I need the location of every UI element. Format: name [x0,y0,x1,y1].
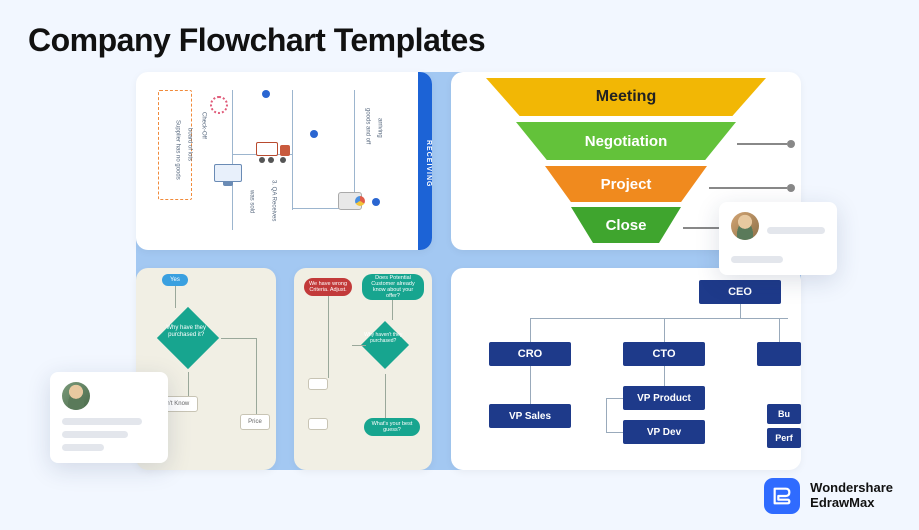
brand-footer: Wondershare EdrawMax [764,478,893,514]
brand-text: Wondershare EdrawMax [810,481,893,511]
user-preview-card [719,202,837,275]
template-card-orgchart[interactable]: CEO CRO CTO VP Sales VP Product VP Dev Bu Perf [451,268,801,470]
flow-line [385,374,386,418]
org-node-ceo: CEO [699,280,781,304]
placeholder-line [62,431,128,438]
label-text: goods and off [364,108,371,144]
org-node-bu: Bu [767,404,801,424]
truck-icon [256,142,290,160]
flow-line [256,338,257,414]
org-connector [606,398,623,399]
org-node-cro: CRO [489,342,571,366]
flow-line [221,338,257,339]
receiving-banner: RECEIVING [418,72,432,250]
funnel-stage-meeting: Meeting [486,78,766,116]
org-connector [779,318,780,342]
edrawmax-logo-icon [764,478,800,514]
pill-yes: Yes [162,274,188,286]
label-text: Supplier has no goods [174,120,181,180]
org-connector [740,304,741,318]
template-card-decision-2[interactable]: We have wrong Criteria. Adjust. Does Pot… [294,268,432,470]
flow-line [352,345,366,346]
placeholder-line [62,418,142,425]
small-box [308,418,328,430]
label-text: was sold [248,190,255,213]
avatar [62,382,90,410]
org-node-vpsale: VP Sales [489,404,571,428]
label-text: 3. QA Receives [270,180,277,221]
flow-line [328,296,329,378]
placeholder-line [731,256,783,263]
avatar [731,212,759,240]
org-connector [530,366,531,404]
org-node-c3 [757,342,801,366]
label-text: arriving [376,118,383,138]
org-connector [664,318,665,342]
funnel-stage-negotiation: Negotiation [516,122,736,160]
decision-diamond: Why haven't they purchased? [361,321,409,369]
org-connector [530,318,788,319]
template-card-warehouse[interactable]: RECEIVING Supplier has no goods board of… [136,72,432,250]
gear-icon [210,96,228,114]
pill-red: We have wrong Criteria. Adjust. [304,278,352,296]
label-text: Check-Off [200,112,207,139]
option-box: Price [240,414,270,430]
funnel-stage-close: Close [571,207,681,243]
pill-teal: Does Potential Customer already know abo… [362,274,424,300]
template-board: RECEIVING Supplier has no goods board of… [136,72,801,470]
funnel-connector [737,140,795,148]
pin-icon [310,130,318,138]
org-node-vpdev: VP Dev [623,420,705,444]
pill-teal: What's your best guess? [364,418,420,436]
pin-icon [262,90,270,98]
printer-icon [338,192,362,210]
org-connector [606,398,607,433]
org-connector [664,366,665,386]
decision-diamond: Why have they purchased it? [157,307,219,369]
process-line [232,90,233,230]
funnel-stage-project: Project [545,166,707,202]
org-connector [606,432,623,433]
org-connector [530,318,531,342]
user-preview-card [50,372,168,463]
monitor-icon [214,164,242,186]
org-node-cto: CTO [623,342,705,366]
funnel-connector [709,184,795,192]
placeholder-line [767,227,825,234]
flow-line [392,300,393,320]
placeholder-line [62,444,104,451]
page-title: Company Flowchart Templates [28,22,485,59]
org-node-vpprod: VP Product [623,386,705,410]
flow-line [175,286,176,308]
pin-icon [372,198,380,206]
process-line [292,90,293,210]
flow-line [188,372,189,396]
small-box [308,378,328,390]
org-node-perf: Perf [767,428,801,448]
label-text: board of lots [186,128,193,161]
